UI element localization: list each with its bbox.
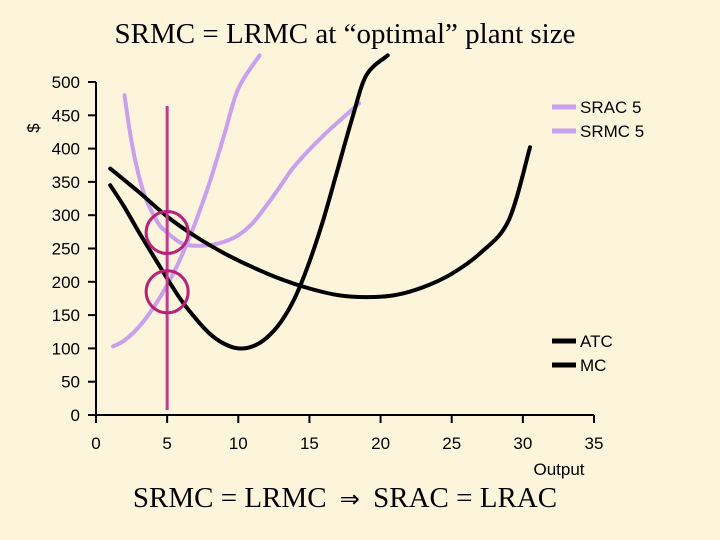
x-tick-label: 25 [442, 434, 461, 453]
legend-label-mc: MC [580, 356, 606, 375]
series-layer [108, 53, 532, 410]
x-tick-label: 5 [162, 434, 171, 453]
series-line-atc [108, 145, 532, 300]
y-tick-label: 350 [52, 173, 80, 192]
chart-title: SRMC = LRMC at “optimal” plant size [114, 18, 576, 50]
implies-arrow-icon: ⇒ [339, 485, 360, 513]
x-tick-label: 35 [585, 434, 604, 453]
footer-right: SRAC = LRAC [373, 482, 558, 514]
legend-label-srmc-5: SRMC 5 [580, 122, 644, 141]
footer-equation: SRMC = LRMC ⇒ SRAC = LRAC [0, 482, 690, 515]
x-axis-title: Output [533, 460, 584, 479]
legend-layer: SRAC 5 SRMC 5 ATC MC [552, 98, 644, 375]
legend-label-atc: ATC [580, 332, 613, 351]
y-tick-label: 400 [52, 140, 80, 159]
x-tick-label: 30 [513, 434, 532, 453]
y-tick-label: 50 [61, 373, 80, 392]
srmc-lrmc-circle [144, 269, 190, 315]
y-tick-label: 500 [52, 73, 80, 92]
srac-lrac-circle [144, 210, 190, 256]
y-tick-label: 250 [52, 240, 80, 259]
footer-left: SRMC = LRMC [132, 482, 327, 514]
y-tick-label: 0 [71, 406, 80, 425]
annotation-layer [144, 210, 190, 315]
x-tick-label: 10 [229, 434, 248, 453]
x-tick-label: 0 [91, 434, 100, 453]
y-tick-label: 150 [52, 306, 80, 325]
x-tick-label: 15 [300, 434, 319, 453]
y-tick-label: 100 [52, 339, 80, 358]
y-axis-title: $ [24, 123, 43, 133]
series-line-srmc-5 [111, 53, 262, 349]
y-tick-label: 200 [52, 273, 80, 292]
legend-label-srac-5: SRAC 5 [580, 98, 641, 117]
y-tick-label: 450 [52, 106, 80, 125]
x-tick-label: 20 [371, 434, 390, 453]
series-line-mc [108, 53, 390, 351]
y-tick-label: 300 [52, 206, 80, 225]
axes: 0 50 100 150 200 250 300 350 400 450 500 0 5 10 15 20 25… [24, 73, 603, 479]
